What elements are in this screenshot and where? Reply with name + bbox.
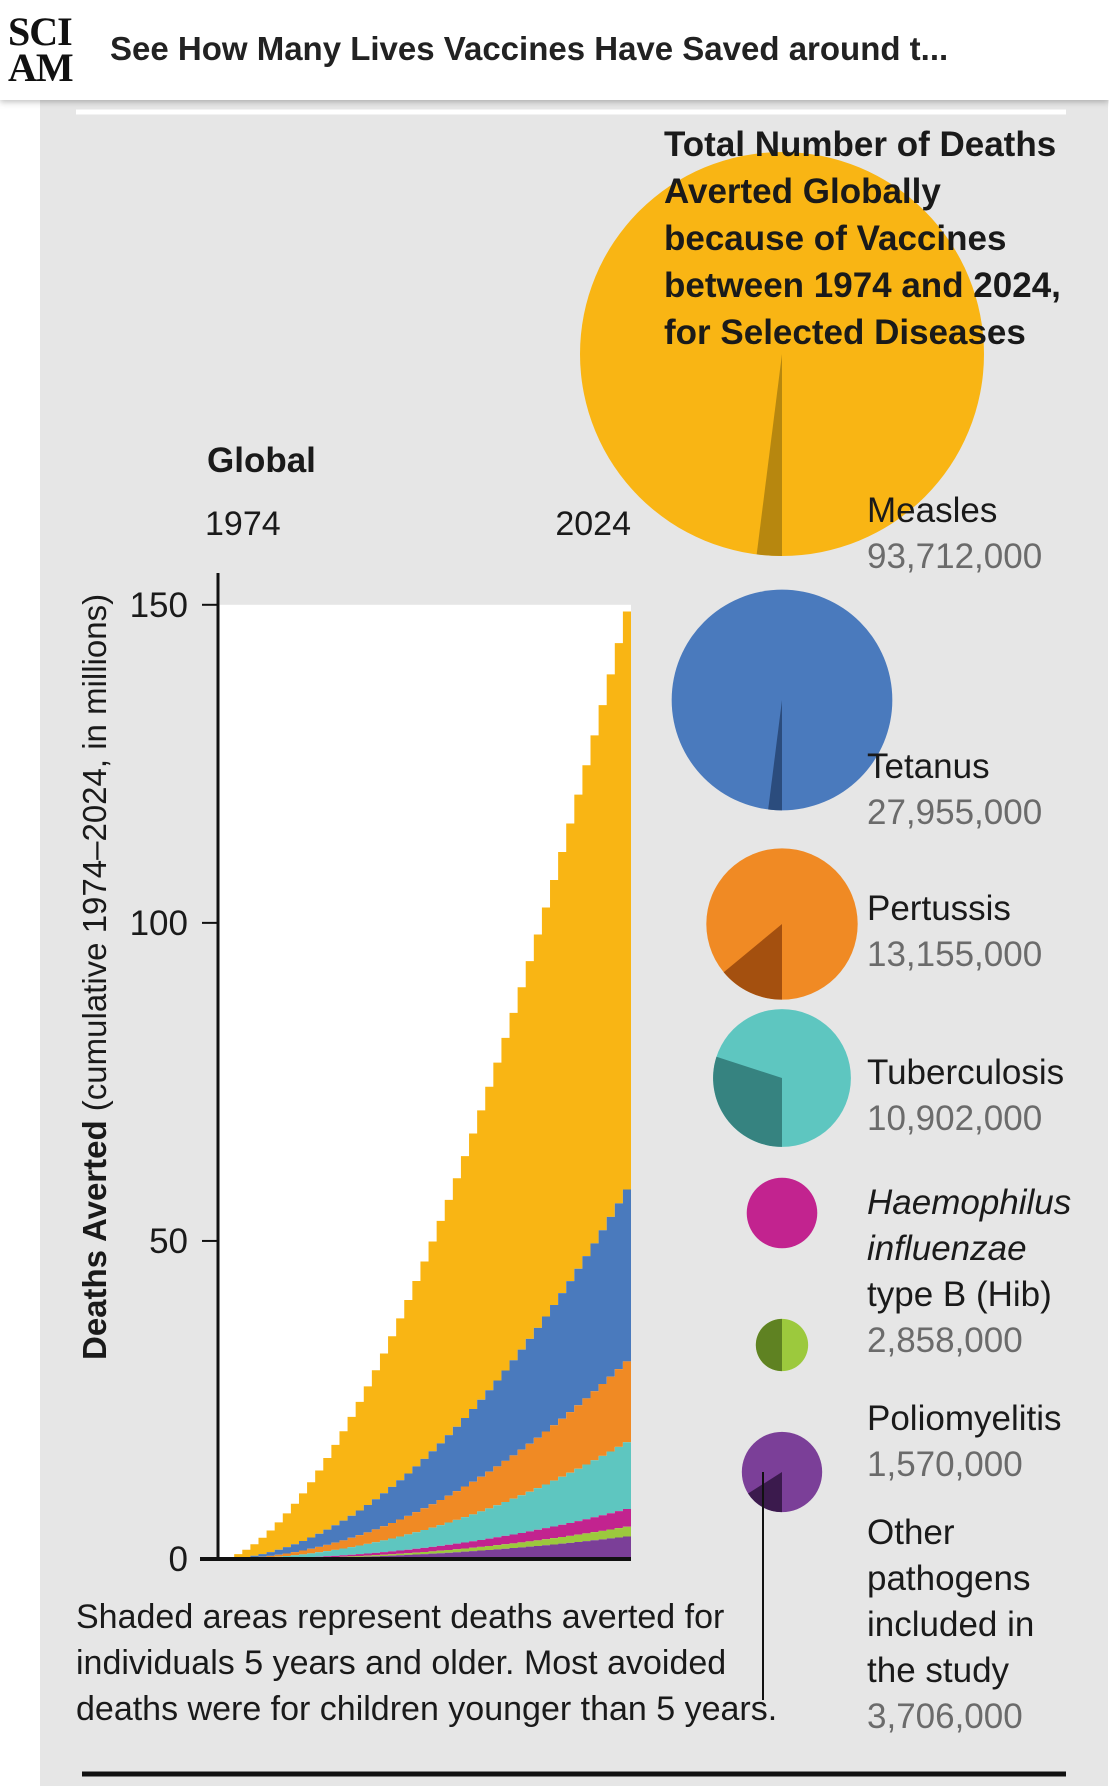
area-chart-title: Global — [207, 441, 316, 480]
y-tick-label: 50 — [149, 1222, 188, 1261]
y-axis-label-rest: (cumulative 1974–2024, in millions) — [76, 594, 113, 1120]
pie-label-line: Haemophilus — [867, 1183, 1071, 1222]
infographic-panel: 0 50 100 150 1974 2024 Global Deaths Averted (c… — [40, 100, 1108, 1786]
pie-title-line: Total Number of Deaths — [664, 125, 1056, 164]
pie-label-line: Other — [867, 1513, 955, 1552]
y-tick-label: 0 — [169, 1540, 188, 1579]
y-tick-label: 150 — [130, 586, 188, 625]
pie-label-line: pathogens — [867, 1559, 1030, 1598]
pie-label-line: type B (Hib) — [867, 1275, 1052, 1314]
x-end-label: 2024 — [555, 505, 631, 543]
pie-label-line: Measles — [867, 491, 997, 530]
logo-line-1: SCI — [8, 9, 73, 54]
pie-label-line: Tetanus — [867, 747, 990, 786]
pie-wedge-measles — [756, 354, 782, 556]
pie-value: 2,858,000 — [867, 1321, 1023, 1360]
footnote-line: individuals 5 years and older. Most avoi… — [76, 1644, 726, 1682]
x-start-label: 1974 — [205, 505, 281, 543]
pie-value: 27,955,000 — [867, 793, 1042, 832]
pie-label-line: included in — [867, 1605, 1034, 1644]
y-axis-label: Deaths Averted (cumulative 1974–2024, in… — [76, 594, 113, 1360]
y-tick-label: 100 — [130, 904, 188, 943]
pie-value: 10,902,000 — [867, 1099, 1042, 1138]
pie-title-line: because of Vaccines — [664, 219, 1006, 258]
top-bar: SCI AM See How Many Lives Vaccines Have … — [0, 0, 1109, 100]
sciam-logo[interactable]: SCI AM — [8, 9, 80, 90]
pie-value: 1,570,000 — [867, 1445, 1023, 1484]
area-series-haemophilus-influenzae-type-b-hib — [218, 1506, 631, 1559]
pie-value: 3,706,000 — [867, 1697, 1023, 1736]
pie-label-line: Tuberculosis — [867, 1053, 1064, 1092]
logo-line-2: AM — [8, 45, 74, 90]
pie-wedge-tetanus — [768, 700, 782, 811]
area-series-poliomyelitis — [218, 1525, 631, 1559]
pie-title-line: for Selected Diseases — [664, 313, 1026, 352]
pie-haemophilus-influenzae-type-b-hib — [746, 1177, 818, 1249]
article-title[interactable]: See How Many Lives Vaccines Have Saved a… — [110, 30, 949, 67]
pie-label-line: Poliomyelitis — [867, 1399, 1062, 1438]
area-series-measles — [218, 579, 631, 1559]
area-series-tetanus — [218, 1175, 631, 1559]
pie-wedge-poliomyelitis — [755, 1318, 782, 1372]
footnote-line: Shaded areas represent deaths averted fo… — [76, 1598, 724, 1636]
pie-value: 13,155,000 — [867, 935, 1042, 974]
pie-label-line: the study — [867, 1651, 1010, 1690]
pie-title-line: between 1974 and 2024, — [664, 266, 1061, 305]
pie-label-line: influenzae — [867, 1229, 1027, 1268]
pie-wedge-tuberculosis — [713, 1056, 782, 1147]
area-series-tuberculosis — [218, 1437, 631, 1559]
pie-wedge-other-pathogens-included-in-the-study — [748, 1472, 782, 1513]
pie-value: 93,712,000 — [867, 537, 1042, 576]
footnote-line: deaths were for children younger than 5 … — [76, 1690, 777, 1728]
pie-title-line: Averted Globally — [664, 172, 941, 211]
area-series-other-pathogens — [218, 1535, 631, 1559]
area-series-pertussis — [218, 1353, 631, 1559]
infographic-chart: 0 50 100 150 1974 2024 Global Deaths Averted (c… — [76, 109, 1071, 1777]
pie-wedge-pertussis — [723, 924, 782, 1000]
pie-label-line: Pertussis — [867, 889, 1011, 928]
y-axis-label-bold: Deaths Averted — [76, 1120, 113, 1360]
